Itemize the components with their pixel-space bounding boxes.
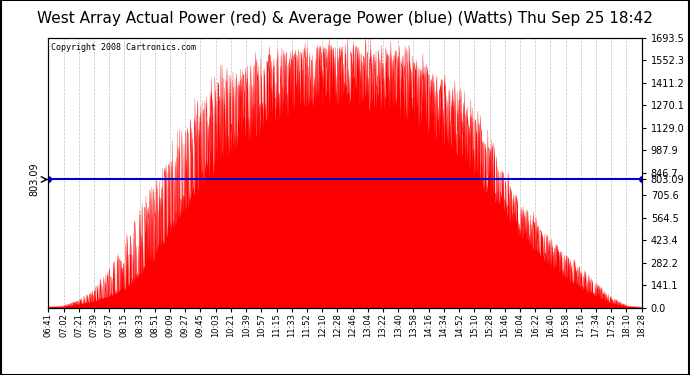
Text: Copyright 2008 Cartronics.com: Copyright 2008 Cartronics.com — [51, 43, 196, 52]
Text: West Array Actual Power (red) & Average Power (blue) (Watts) Thu Sep 25 18:42: West Array Actual Power (red) & Average … — [37, 11, 653, 26]
